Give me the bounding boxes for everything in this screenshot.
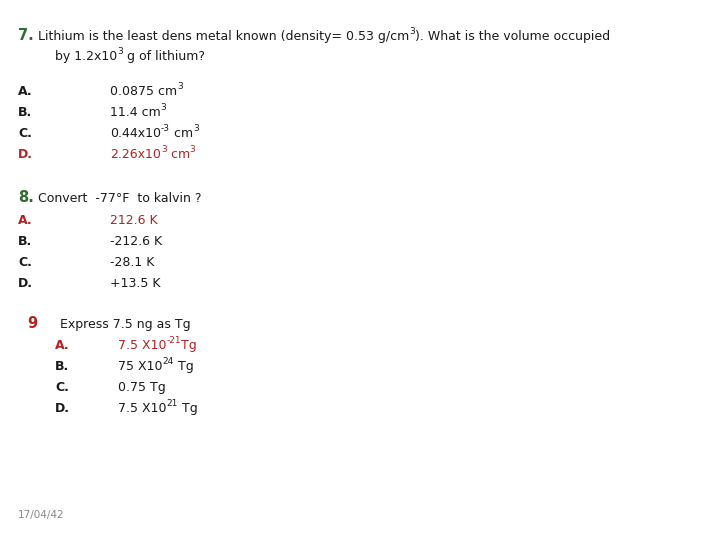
Text: -3: -3 [161,124,170,133]
Text: Tg: Tg [174,360,194,373]
Text: 75 X10: 75 X10 [118,360,163,373]
Text: 212.6 K: 212.6 K [110,214,158,227]
Text: 0.0875 cm: 0.0875 cm [110,85,177,98]
Text: -212.6 K: -212.6 K [110,235,162,248]
Text: A.: A. [18,85,32,98]
Text: Tg: Tg [181,339,197,352]
Text: C.: C. [18,127,32,140]
Text: 3: 3 [409,27,415,36]
Text: D.: D. [18,277,33,290]
Text: B.: B. [18,235,32,248]
Text: +13.5 K: +13.5 K [110,277,161,290]
Text: D.: D. [55,402,70,415]
Text: cm: cm [166,148,190,161]
Text: A.: A. [55,339,70,352]
Text: g of lithium?: g of lithium? [123,50,205,63]
Text: 0.44x10: 0.44x10 [110,127,161,140]
Text: 3: 3 [193,124,199,133]
Text: 3: 3 [190,145,196,154]
Text: 7.5 X10: 7.5 X10 [118,402,166,415]
Text: 24: 24 [163,357,174,366]
Text: D.: D. [18,148,33,161]
Text: C.: C. [55,381,69,394]
Text: B.: B. [18,106,32,119]
Text: 8.: 8. [18,190,34,205]
Text: 7.5 X10: 7.5 X10 [118,339,166,352]
Text: B.: B. [55,360,69,373]
Text: Lithium is the least dens metal known (density= 0.53 g/cm: Lithium is the least dens metal known (d… [38,30,409,43]
Text: cm: cm [170,127,193,140]
Text: 3: 3 [177,82,183,91]
Text: by 1.2x10: by 1.2x10 [55,50,117,63]
Text: 17/04/42: 17/04/42 [18,510,65,520]
Text: 21: 21 [166,399,178,408]
Text: C.: C. [18,256,32,269]
Text: Tg: Tg [178,402,197,415]
Text: 9: 9 [27,316,37,331]
Text: 0.75 Tg: 0.75 Tg [118,381,166,394]
Text: 3: 3 [161,145,166,154]
Text: 11.4 cm: 11.4 cm [110,106,161,119]
Text: Express 7.5 ng as Tg: Express 7.5 ng as Tg [60,318,191,331]
Text: 2.26x10: 2.26x10 [110,148,161,161]
Text: -21: -21 [166,336,181,345]
Text: ). What is the volume occupied: ). What is the volume occupied [415,30,610,43]
Text: 3: 3 [161,103,166,112]
Text: 3: 3 [117,47,123,56]
Text: A.: A. [18,214,32,227]
Text: -28.1 K: -28.1 K [110,256,154,269]
Text: 7.: 7. [18,28,34,43]
Text: Convert  -77°F  to kalvin ?: Convert -77°F to kalvin ? [38,192,202,205]
